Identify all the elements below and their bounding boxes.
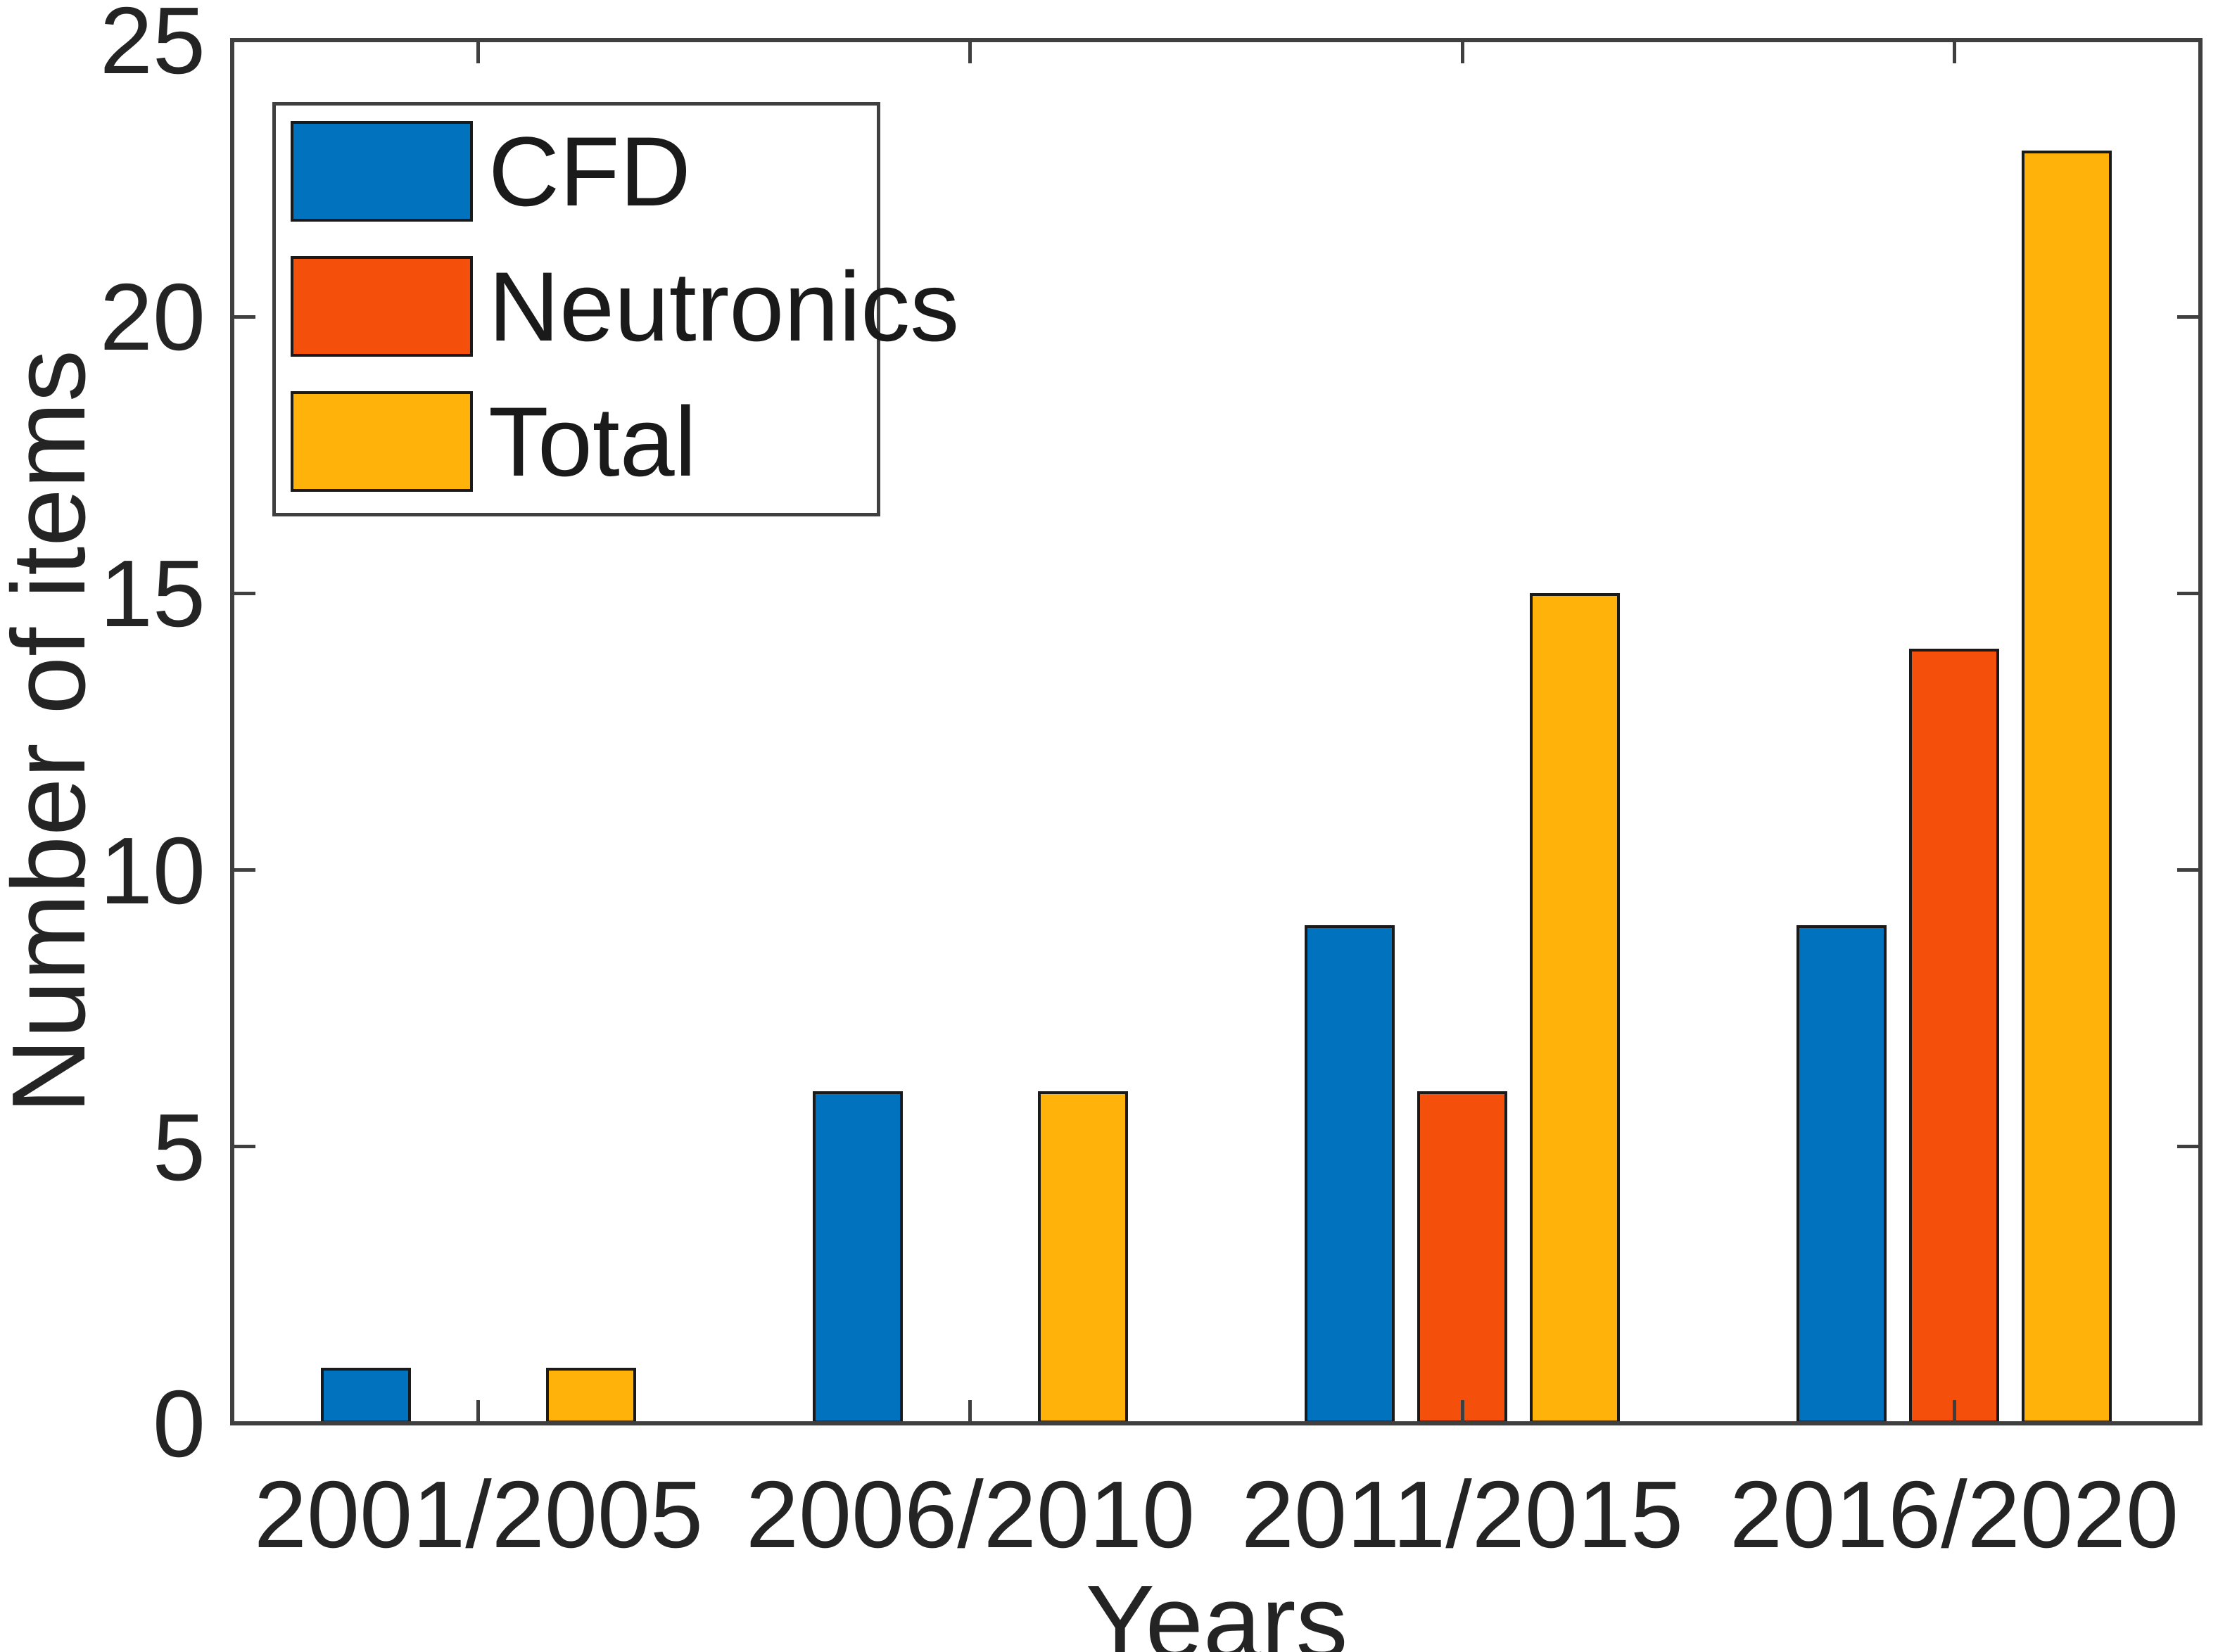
legend-swatch-total: [291, 391, 473, 492]
tick-mark: [1461, 1400, 1464, 1421]
y-tick-label: 10: [99, 818, 205, 924]
bar-total-2016-2020: [2022, 151, 2112, 1423]
legend-swatch-cfd: [291, 121, 473, 222]
tick-mark: [234, 1145, 255, 1148]
x-tick-label: 2006/2010: [745, 1461, 1196, 1568]
x-tick-label: 2001/2005: [253, 1461, 704, 1568]
tick-mark: [2177, 315, 2198, 319]
bar-total-2001-2005: [545, 1368, 636, 1423]
tick-mark: [968, 1400, 972, 1421]
x-axis-label: Years: [1085, 1564, 1348, 1652]
bar-total-2006-2010: [1037, 1091, 1128, 1423]
x-tick-label: 2011/2015: [1241, 1461, 1684, 1568]
legend-label-cfd: CFD: [488, 115, 691, 227]
y-tick-label: 25: [99, 0, 205, 94]
tick-mark: [2177, 868, 2198, 872]
tick-mark: [1953, 42, 1956, 63]
tick-mark: [234, 868, 255, 872]
tick-mark: [476, 1400, 480, 1421]
tick-mark: [968, 42, 972, 63]
tick-mark: [2177, 1145, 2198, 1148]
y-tick-label: 5: [152, 1094, 205, 1200]
bar-cfd-2011-2015: [1305, 925, 1395, 1423]
legend: CFD Neutronics Total: [272, 102, 959, 516]
tick-mark: [1461, 42, 1464, 63]
bar-cfd-2001-2005: [320, 1368, 411, 1423]
legend-item-neutronics: Neutronics: [291, 256, 959, 357]
legend-item-total: Total: [291, 391, 877, 492]
tick-mark: [234, 315, 255, 319]
tick-mark: [1953, 1400, 1956, 1421]
tick-mark: [476, 42, 480, 63]
y-tick-label: 20: [99, 264, 205, 370]
legend-label-neutronics: Neutronics: [488, 250, 960, 362]
bar-cfd-2006-2010: [812, 1091, 903, 1423]
y-tick-label: 0: [152, 1371, 205, 1477]
y-axis-label: Number of items: [0, 350, 107, 1114]
legend-label-total: Total: [488, 386, 697, 497]
x-tick-label: 2016/2020: [1729, 1461, 2179, 1568]
legend-item-cfd: CFD: [291, 121, 877, 222]
bar-cfd-2016-2020: [1796, 925, 1887, 1423]
tick-mark: [234, 592, 255, 595]
legend-swatch-neutronics: [291, 256, 473, 357]
bar-neutronics-2016-2020: [1909, 649, 2000, 1423]
tick-mark: [2177, 592, 2198, 595]
bar-total-2011-2015: [1530, 593, 1621, 1423]
y-tick-label: 15: [99, 540, 205, 647]
bar-neutronics-2011-2015: [1417, 1091, 1508, 1423]
